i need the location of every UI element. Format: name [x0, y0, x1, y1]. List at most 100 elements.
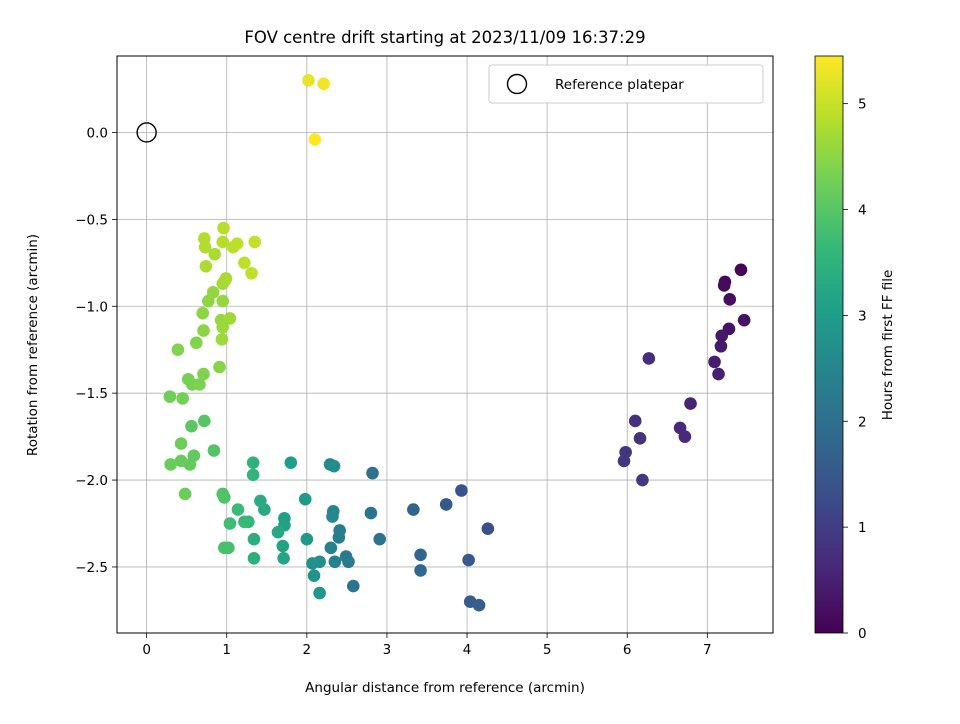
colorbar-tick-label: 3	[858, 308, 867, 324]
data-point	[373, 532, 387, 546]
data-point	[216, 235, 230, 249]
grid-lines	[117, 56, 773, 633]
data-point	[238, 515, 251, 529]
y-tick-label: −1.0	[75, 299, 108, 315]
data-point	[248, 235, 262, 249]
data-point	[163, 390, 177, 403]
x-tick-label: 3	[383, 642, 392, 658]
data-point	[174, 437, 188, 450]
data-point	[462, 553, 475, 567]
data-point	[328, 555, 342, 569]
legend-box	[488, 64, 764, 104]
colorbar-gradient	[814, 55, 844, 634]
data-point	[714, 339, 728, 353]
data-point	[633, 432, 647, 445]
data-point	[723, 293, 737, 306]
colorbar-tick-label: 2	[858, 414, 867, 430]
data-point	[231, 503, 245, 516]
x-tick-label: 2	[303, 642, 312, 658]
x-tick-label: 4	[463, 642, 472, 658]
data-point	[327, 459, 341, 473]
data-point	[246, 456, 260, 469]
data-point	[307, 569, 321, 582]
data-point	[414, 564, 427, 577]
reference-platepar-marker	[136, 122, 157, 143]
data-point	[245, 266, 258, 280]
colorbar-tick-label: 0	[858, 626, 867, 642]
colorbar-label: Hours from first FF file	[880, 270, 896, 421]
data-point	[178, 487, 192, 501]
data-point	[313, 586, 326, 600]
data-point	[223, 517, 237, 530]
data-point	[276, 539, 290, 553]
data-point	[215, 332, 229, 346]
data-point	[198, 414, 211, 428]
data-point	[176, 392, 189, 405]
x-tick-label: 1	[222, 642, 231, 658]
data-point	[678, 430, 692, 443]
data-point	[277, 551, 290, 565]
data-point	[193, 378, 206, 391]
x-tick-label: 6	[623, 642, 632, 658]
data-point	[308, 133, 322, 146]
x-tick-label: 7	[703, 642, 712, 658]
data-point	[216, 487, 230, 501]
data-point	[364, 506, 378, 520]
data-point	[208, 247, 222, 261]
data-point	[342, 555, 355, 569]
data-point	[230, 237, 244, 250]
data-point	[306, 557, 319, 570]
y-axis-label: Rotation from reference (arcmin)	[25, 234, 41, 456]
data-point	[346, 579, 360, 593]
colorbar-tick-label: 1	[858, 520, 867, 536]
data-point	[247, 551, 261, 565]
data-point	[238, 256, 251, 270]
data-point	[715, 329, 729, 343]
x-tick-label: 0	[142, 642, 151, 658]
colorbar-ticks: 0 1 2 3 4 5	[843, 97, 867, 642]
data-point	[171, 343, 185, 357]
data-point	[636, 473, 649, 487]
data-point	[298, 492, 312, 506]
y-tick-label: 0.0	[87, 125, 108, 141]
plot-frame	[116, 55, 774, 634]
data-point	[324, 541, 338, 555]
data-point	[642, 352, 656, 365]
data-point	[734, 263, 748, 277]
data-point	[326, 510, 339, 523]
data-point	[223, 312, 237, 325]
data-point	[207, 444, 221, 457]
data-point	[197, 367, 210, 381]
data-point	[617, 454, 631, 468]
data-point	[206, 286, 220, 299]
legend-marker-open-circle	[506, 73, 528, 95]
data-point	[164, 458, 177, 471]
data-point	[472, 598, 486, 612]
data-point	[218, 541, 231, 555]
data-point	[271, 525, 285, 539]
data-points	[136, 74, 751, 612]
y-tick-label: −1.5	[75, 386, 108, 402]
data-point	[284, 456, 298, 469]
chart-title: FOV centre drift starting at 2023/11/09 …	[244, 28, 645, 47]
data-point	[628, 414, 642, 428]
x-tick-label: 5	[543, 642, 552, 658]
legend-label: Reference platepar	[555, 77, 684, 93]
data-point	[197, 324, 210, 337]
colorbar-tick-label: 4	[858, 203, 867, 219]
data-point	[196, 306, 210, 320]
data-point	[414, 548, 427, 562]
data-point	[684, 397, 697, 410]
x-axis-label: Angular distance from reference (arcmin)	[305, 680, 585, 696]
data-point	[481, 522, 495, 536]
data-point	[737, 313, 751, 327]
y-tick-label: −2.5	[75, 560, 108, 576]
x-axis-ticks: 0 1 2 3 4 5 6 7	[142, 633, 712, 658]
data-point	[332, 531, 346, 544]
data-point	[712, 367, 725, 381]
data-point	[717, 279, 731, 292]
y-tick-label: −2.0	[75, 473, 108, 489]
data-point	[189, 336, 203, 350]
data-point	[455, 484, 468, 497]
